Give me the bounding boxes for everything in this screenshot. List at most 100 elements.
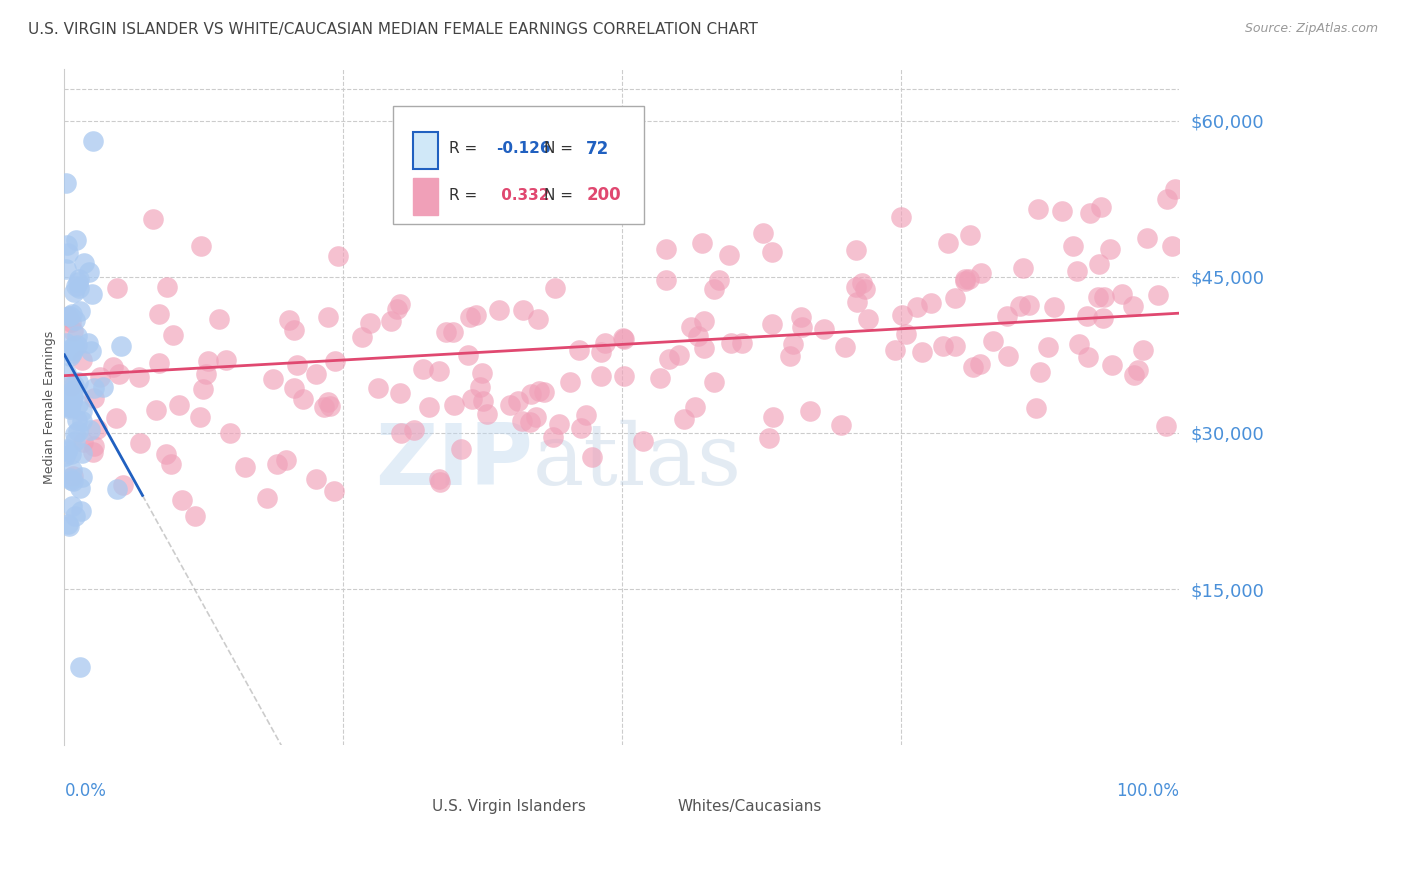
Point	[761, 245, 783, 260]
Point	[1122, 299, 1144, 313]
Point	[66, 275, 89, 289]
Point	[323, 354, 346, 368]
Point	[1160, 239, 1182, 253]
Text: U.S. Virgin Islanders: U.S. Virgin Islanders	[433, 798, 586, 814]
Point	[305, 472, 328, 486]
Point	[70, 414, 93, 428]
Point	[529, 384, 551, 398]
Point	[1076, 310, 1098, 324]
FancyBboxPatch shape	[394, 106, 644, 224]
Point	[256, 491, 278, 506]
Point	[55, 366, 77, 380]
Point	[471, 367, 494, 381]
Point	[718, 248, 741, 262]
Point	[520, 387, 543, 401]
Point	[70, 470, 93, 484]
Point	[1087, 257, 1109, 271]
Point	[790, 310, 813, 324]
Point	[66, 338, 89, 352]
Point	[319, 400, 342, 414]
Text: 72: 72	[586, 140, 609, 158]
Point	[429, 364, 451, 378]
Point	[110, 339, 132, 353]
Point	[128, 370, 150, 384]
Point	[575, 408, 598, 422]
Point	[316, 310, 339, 325]
Point	[1052, 204, 1074, 219]
Point	[184, 509, 207, 524]
FancyBboxPatch shape	[413, 178, 437, 216]
Point	[326, 249, 349, 263]
Point	[55, 394, 77, 409]
Text: -0.126: -0.126	[496, 142, 551, 156]
Point	[519, 416, 541, 430]
Point	[60, 499, 83, 513]
Point	[191, 383, 214, 397]
Point	[66, 376, 89, 390]
Point	[69, 272, 91, 286]
Point	[429, 475, 451, 490]
Point	[995, 309, 1018, 323]
Point	[89, 370, 111, 384]
Point	[499, 398, 522, 412]
Point	[702, 376, 724, 390]
Point	[162, 327, 184, 342]
Point	[703, 282, 725, 296]
Point	[782, 337, 804, 351]
Point	[233, 460, 256, 475]
Point	[568, 343, 591, 357]
Point	[533, 384, 555, 399]
Point	[830, 418, 852, 433]
Point	[66, 413, 89, 427]
Point	[69, 482, 91, 496]
Point	[412, 362, 434, 376]
Point	[1025, 401, 1047, 416]
Point	[56, 444, 79, 458]
Point	[997, 349, 1019, 363]
Point	[195, 368, 218, 382]
Point	[72, 435, 94, 450]
Point	[709, 272, 731, 286]
Text: R =: R =	[449, 187, 482, 202]
Point	[468, 380, 491, 394]
Point	[761, 317, 783, 331]
Point	[359, 316, 381, 330]
Point	[60, 392, 83, 406]
Point	[69, 304, 91, 318]
Point	[60, 393, 83, 408]
Point	[322, 484, 344, 499]
Point	[72, 353, 94, 368]
Point	[981, 334, 1004, 349]
Point	[190, 239, 212, 253]
Point	[128, 435, 150, 450]
Point	[465, 308, 488, 322]
Point	[167, 398, 190, 412]
Point	[59, 401, 82, 415]
Point	[524, 410, 547, 425]
Point	[693, 342, 716, 356]
Text: 200: 200	[586, 186, 621, 204]
Point	[450, 442, 472, 456]
Point	[648, 370, 671, 384]
Point	[142, 212, 165, 227]
Point	[55, 336, 77, 351]
Point	[932, 339, 955, 353]
Point	[813, 322, 835, 336]
Point	[434, 325, 457, 339]
Text: N =: N =	[544, 187, 578, 202]
Text: U.S. VIRGIN ISLANDER VS WHITE/CAUCASIAN MEDIAN FEMALE EARNINGS CORRELATION CHART: U.S. VIRGIN ISLANDER VS WHITE/CAUCASIAN …	[28, 22, 758, 37]
Point	[63, 434, 86, 448]
Point	[547, 417, 569, 431]
Point	[506, 393, 529, 408]
Point	[1067, 337, 1090, 351]
Point	[58, 519, 80, 533]
Point	[215, 352, 238, 367]
Point	[58, 310, 80, 324]
Point	[63, 509, 86, 524]
Y-axis label: Median Female Earnings: Median Female Earnings	[44, 330, 56, 483]
Point	[558, 375, 581, 389]
Point	[544, 281, 567, 295]
Point	[1126, 362, 1149, 376]
Point	[62, 343, 84, 358]
Point	[1132, 343, 1154, 358]
